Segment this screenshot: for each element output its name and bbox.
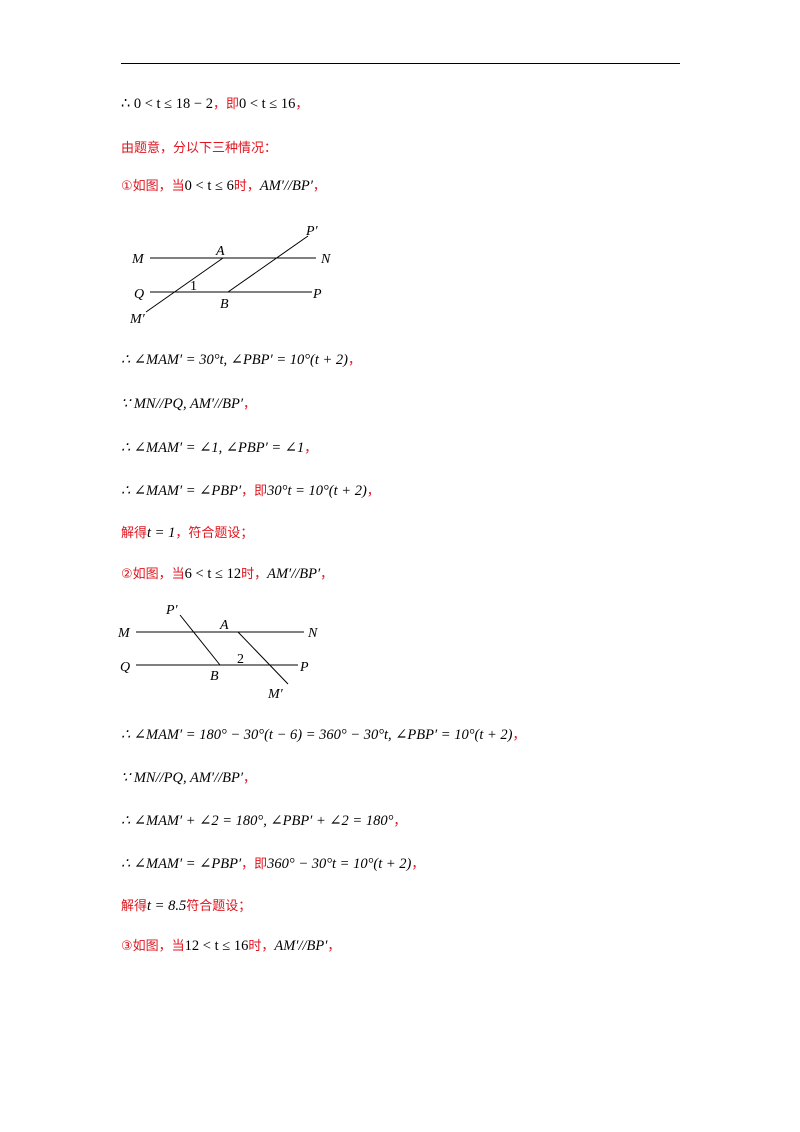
- red-text: ①如图，当: [121, 179, 185, 194]
- red-text: ，: [393, 814, 407, 829]
- label-m: M: [131, 252, 145, 267]
- line-5: ∵ MN//PQ, AM′//BP′，: [121, 395, 256, 414]
- line-bp-prime: [179, 614, 221, 666]
- red-text: ，: [295, 97, 309, 112]
- label-q: Q: [120, 660, 130, 675]
- math-text: ∴ ∠MAM′ = ∠1, ∠PBP′ = ∠1: [121, 440, 305, 456]
- red-text: 时，: [241, 567, 268, 582]
- red-text: ，即: [212, 97, 239, 112]
- red-text: ，: [312, 179, 326, 194]
- line-10: ∴ ∠MAM′ = 180° − 30°(t − 6) = 360° − 30°…: [121, 726, 525, 745]
- red-text: 符合题设；: [186, 899, 252, 914]
- math-text: t = 1: [147, 525, 176, 541]
- math-text: 360° − 30°t = 10°(t + 2): [267, 856, 412, 872]
- red-text: 解得: [121, 899, 148, 914]
- red-text: 解得: [121, 526, 148, 541]
- math-text: t = 8.5: [147, 898, 187, 914]
- red-text: ，: [348, 353, 362, 368]
- label-angle-2: 2: [237, 652, 244, 667]
- red-text: ，即: [241, 484, 268, 499]
- line-1: ∴ 0 < t ≤ 18 − 2，即0 < t ≤ 16，: [121, 95, 308, 114]
- label-m-prime: M′: [129, 312, 146, 327]
- math-text: ∴ ∠MAM′ = ∠PBP′: [121, 483, 242, 499]
- label-q: Q: [134, 287, 144, 302]
- math-text: 0 < t ≤ 6: [184, 178, 234, 194]
- label-m: M: [117, 626, 131, 641]
- line-am-prime: [237, 631, 289, 685]
- line-9: ②如图，当6 < t ≤ 12时，AM′//BP′，: [121, 565, 333, 584]
- red-text: ，: [366, 484, 380, 499]
- red-text: 时，: [233, 179, 260, 194]
- math-text: AM′//BP′: [274, 938, 328, 954]
- label-p: P: [312, 287, 322, 302]
- math-text: 12 < t ≤ 16: [184, 938, 249, 954]
- math-text: ∵ MN//PQ, AM′//BP′: [121, 396, 244, 412]
- line-7: ∴ ∠MAM′ = ∠PBP′，即30°t = 10°(t + 2)，: [121, 482, 380, 501]
- math-text: ∴ ∠MAM′ = 180° − 30°(t − 6) = 360° − 30°…: [121, 727, 513, 743]
- label-n: N: [307, 626, 318, 641]
- math-text: AM′//BP′: [259, 178, 313, 194]
- red-text: 时，: [248, 939, 275, 954]
- figure-2: P′ M A N 2 Q B P M′: [117, 603, 318, 702]
- line-3: ①如图，当0 < t ≤ 6时，AM′//BP′，: [121, 177, 326, 196]
- red-text: ，即: [241, 857, 268, 872]
- label-angle-1: 1: [190, 279, 197, 294]
- red-text: ，: [320, 567, 334, 582]
- label-a: A: [219, 618, 229, 633]
- math-text: ∵ MN//PQ, AM′//BP′: [121, 770, 244, 786]
- label-b: B: [220, 297, 229, 312]
- line-2: 由题意，分以下三种情况：: [121, 139, 277, 158]
- label-p-prime: P′: [305, 224, 319, 239]
- line-8: 解得t = 1，符合题设；: [121, 524, 253, 543]
- line-11: ∵ MN//PQ, AM′//BP′，: [121, 769, 256, 788]
- header-rule: [121, 63, 680, 64]
- line-am-prime: [145, 257, 224, 313]
- red-text: ，: [512, 728, 526, 743]
- red-text: ，: [243, 771, 257, 786]
- label-a: A: [215, 244, 225, 259]
- red-text: ，: [243, 397, 257, 412]
- red-text: ，: [327, 939, 341, 954]
- line-15: ③如图，当12 < t ≤ 16时，AM′//BP′，: [121, 937, 340, 956]
- red-text: ③如图，当: [121, 939, 185, 954]
- label-p-prime: P′: [165, 603, 179, 618]
- label-m-prime: M′: [267, 687, 284, 702]
- line-14: 解得t = 8.5符合题设；: [121, 897, 251, 916]
- math-text: 0 < t ≤ 16: [238, 96, 296, 112]
- label-b: B: [210, 669, 219, 684]
- figure-1: P′ M A N Q 1 B P M′: [129, 224, 331, 327]
- line-6: ∴ ∠MAM′ = ∠1, ∠PBP′ = ∠1，: [121, 439, 317, 458]
- math-text: 30°t = 10°(t + 2): [267, 483, 367, 499]
- line-4: ∴ ∠MAM′ = 30°t, ∠PBP′ = 10°(t + 2)，: [121, 351, 361, 370]
- math-text: ∴ 0 < t ≤ 18 − 2: [121, 96, 213, 112]
- math-text: 6 < t ≤ 12: [184, 566, 242, 582]
- red-text: ②如图，当: [121, 567, 185, 582]
- math-text: ∴ ∠MAM′ = ∠PBP′: [121, 856, 242, 872]
- red-text: ，: [411, 857, 425, 872]
- line-12: ∴ ∠MAM′ + ∠2 = 180°, ∠PBP′ + ∠2 = 180°，: [121, 812, 406, 831]
- red-text: ，符合题设；: [175, 526, 254, 541]
- line-bp-prime: [227, 235, 309, 293]
- red-text: ，: [304, 441, 318, 456]
- label-p: P: [299, 660, 309, 675]
- line-13: ∴ ∠MAM′ = ∠PBP′，即360° − 30°t = 10°(t + 2…: [121, 855, 424, 874]
- math-text: AM′//BP′: [267, 566, 321, 582]
- math-text: ∴ ∠MAM′ + ∠2 = 180°, ∠PBP′ + ∠2 = 180°: [121, 813, 394, 829]
- red-text: 由题意，分以下三种情况：: [121, 141, 278, 156]
- label-n: N: [320, 252, 331, 267]
- math-text: ∴ ∠MAM′ = 30°t, ∠PBP′ = 10°(t + 2): [121, 352, 348, 368]
